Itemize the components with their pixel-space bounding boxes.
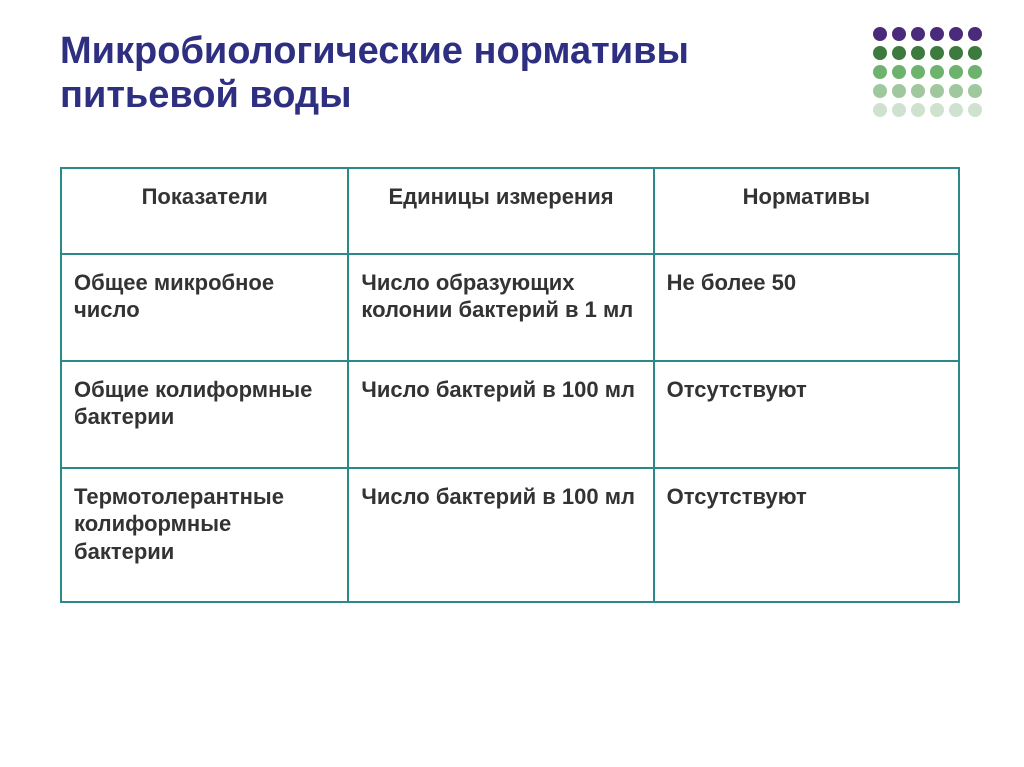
cell-standard: Отсутствуют xyxy=(654,468,959,603)
cell-indicator: Термотолерантные колиформные бактерии xyxy=(61,468,348,603)
cell-standard: Отсутствуют xyxy=(654,361,959,468)
cell-indicator: Общее микробное число xyxy=(61,254,348,361)
table-row: Термотолерантные колиформные бактерии Чи… xyxy=(61,468,959,603)
cell-unit: Число бактерий в 100 мл xyxy=(348,361,653,468)
standards-table: Показатели Единицы измерения Нормативы О… xyxy=(60,167,960,603)
cell-standard: Не более 50 xyxy=(654,254,959,361)
cell-unit: Число образующих колонии бактерий в 1 мл xyxy=(348,254,653,361)
slide-title: Микробиологические нормативы питьевой во… xyxy=(60,30,820,117)
table-header-row: Показатели Единицы измерения Нормативы xyxy=(61,168,959,254)
cell-unit: Число бактерий в 100 мл xyxy=(348,468,653,603)
header-units: Единицы измерения xyxy=(348,168,653,254)
table-row: Общие колиформные бактерии Число бактери… xyxy=(61,361,959,468)
decorative-dot-grid xyxy=(870,24,984,119)
header-standards: Нормативы xyxy=(654,168,959,254)
table-row: Общее микробное число Число образующих к… xyxy=(61,254,959,361)
header-indicators: Показатели xyxy=(61,168,348,254)
cell-indicator: Общие колиформные бактерии xyxy=(61,361,348,468)
